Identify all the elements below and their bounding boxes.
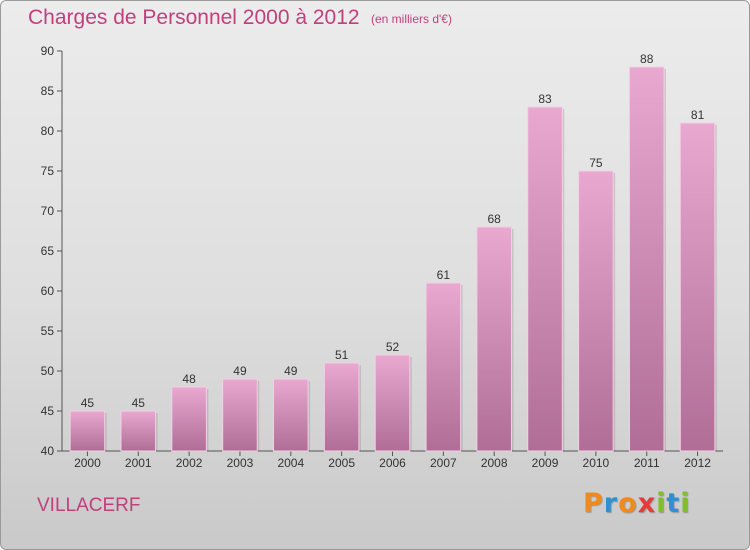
x-tick-label: 2004	[277, 456, 304, 470]
x-tick-label: 2009	[532, 456, 559, 470]
chart-title: Charges de Personnel 2000 à 2012	[28, 6, 360, 29]
y-tick-label: 50	[41, 364, 55, 378]
bar-2011[interactable]	[628, 66, 665, 452]
data-label: 75	[589, 156, 603, 170]
logo-letter: i	[680, 488, 691, 519]
logo-letter: o	[618, 488, 638, 519]
y-tick-label: 45	[41, 404, 55, 418]
data-label: 49	[284, 364, 298, 378]
x-tick-label: 2006	[379, 456, 406, 470]
y-tick-label: 55	[41, 324, 55, 338]
data-label: 48	[182, 372, 196, 386]
data-label: 83	[538, 92, 552, 106]
x-tick-label: 2003	[227, 456, 254, 470]
y-tick-label: 80	[41, 124, 55, 138]
town-name: VILLACERF	[37, 495, 141, 516]
bar-2012[interactable]	[679, 122, 716, 452]
bar-2006[interactable]	[374, 354, 411, 452]
y-tick-label: 60	[41, 284, 55, 298]
logo-letter: r	[603, 488, 619, 519]
bar-2007[interactable]	[425, 282, 462, 452]
y-tick-label: 40	[41, 444, 55, 458]
data-label: 81	[691, 108, 705, 122]
logo-letter: P	[583, 488, 604, 519]
data-label: 88	[640, 52, 654, 66]
x-tick-label: 2002	[176, 456, 203, 470]
proxiti-logo[interactable]: Proxiti	[583, 488, 691, 519]
bar-2004[interactable]	[273, 378, 309, 452]
bar-2010[interactable]	[578, 170, 614, 452]
data-label: 51	[335, 348, 349, 362]
data-label: 61	[437, 268, 451, 282]
x-tick-label: 2012	[684, 456, 711, 470]
bar-2000[interactable]	[69, 410, 106, 452]
x-tick-label: 2007	[430, 456, 457, 470]
x-tick-label: 2001	[125, 456, 152, 470]
y-tick-label: 85	[41, 84, 55, 98]
y-tick-label: 65	[41, 244, 55, 258]
bar-2008[interactable]	[476, 226, 512, 452]
x-tick-label: 2010	[583, 456, 610, 470]
data-label: 52	[386, 340, 400, 354]
labels: 2000 45 2001 45 2002 48 2003 49 2004 49 2005 51 2006…	[74, 52, 711, 470]
y-tick-label: 75	[41, 164, 55, 178]
data-label: 68	[488, 212, 502, 226]
bar-2005[interactable]	[323, 362, 360, 452]
logo-letter: i	[656, 488, 667, 519]
logo-letter: x	[637, 488, 657, 519]
bars	[69, 66, 717, 452]
bar-2002[interactable]	[171, 386, 207, 452]
bar-2009[interactable]	[527, 106, 563, 452]
chart-subtitle: (en milliers d'€)	[371, 12, 452, 26]
bar-2001[interactable]	[120, 410, 157, 452]
data-label: 45	[132, 396, 146, 410]
x-tick-label: 2011	[634, 456, 660, 470]
y-tick-label: 70	[41, 204, 55, 218]
x-tick-label: 2005	[328, 456, 355, 470]
data-label: 45	[81, 396, 95, 410]
bar-2003[interactable]	[222, 378, 258, 452]
data-label: 49	[233, 364, 247, 378]
logo-letter: t	[666, 488, 681, 519]
x-tick-label: 2000	[74, 456, 101, 470]
y-tick-label: 90	[41, 44, 55, 58]
x-tick-label: 2008	[481, 456, 508, 470]
